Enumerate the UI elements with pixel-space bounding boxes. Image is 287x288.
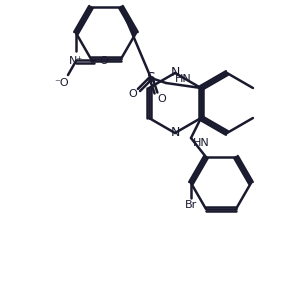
Text: Br: Br: [185, 200, 197, 210]
Text: N: N: [170, 67, 180, 79]
Text: O: O: [158, 94, 166, 104]
Text: N: N: [170, 126, 180, 139]
Text: HN: HN: [193, 138, 209, 148]
Text: HN: HN: [175, 73, 192, 84]
Text: S: S: [147, 71, 155, 85]
Text: N⁺: N⁺: [69, 56, 83, 66]
Text: O: O: [129, 89, 137, 99]
Text: O: O: [100, 56, 108, 66]
Text: ⁻O: ⁻O: [55, 78, 69, 88]
